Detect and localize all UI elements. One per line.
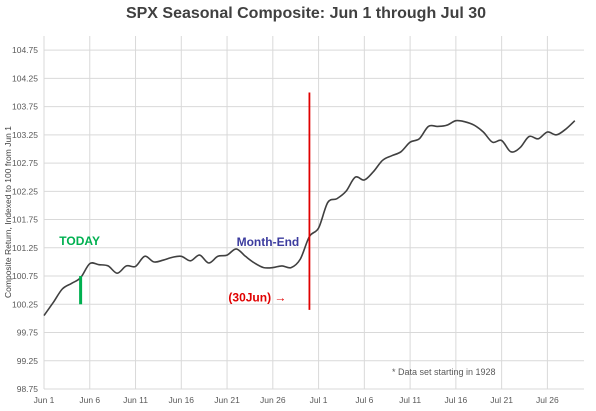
y-tick-label: 98.75 bbox=[17, 384, 39, 394]
y-tick-label: 104.25 bbox=[12, 73, 38, 83]
y-tick-label: 99.75 bbox=[17, 328, 39, 338]
month-end-label: Month-End bbox=[237, 235, 300, 249]
y-tick-label: 100.25 bbox=[12, 299, 38, 309]
x-tick-label: Jul 16 bbox=[445, 395, 468, 405]
footnote: * Data set starting in 1928 bbox=[392, 367, 496, 377]
y-tick-label: 103.25 bbox=[12, 130, 38, 140]
x-tick-label: Jun 1 bbox=[34, 395, 55, 405]
y-tick-labels: 98.75 99.25 99.75 100.25 100.75 101.25 101.75 1… bbox=[12, 45, 38, 394]
y-tick-label: 101.75 bbox=[12, 215, 38, 225]
y-tick-label: 101.25 bbox=[12, 243, 38, 253]
y-tick-label: 103.75 bbox=[12, 102, 38, 112]
y-tick-label: 102.75 bbox=[12, 158, 38, 168]
x-tick-label: Jun 6 bbox=[79, 395, 100, 405]
x-tick-label: Jul 11 bbox=[399, 395, 421, 405]
chart-title: SPX Seasonal Composite: Jun 1 through Ju… bbox=[126, 5, 486, 22]
x-tick-label: Jul 1 bbox=[310, 395, 328, 405]
x-tick-label: Jun 26 bbox=[260, 395, 286, 405]
x-tick-label: Jun 11 bbox=[123, 395, 148, 405]
y-tick-label: 104.75 bbox=[12, 45, 38, 55]
y-tick-label: 99.25 bbox=[17, 356, 39, 366]
y-axis-label: Composite Return, Indexed to 100 from Ju… bbox=[3, 126, 13, 298]
x-tick-labels: Jun 1 Jun 6 Jun 11 Jun 16 Jun 21 Jun 26 Jul 1 J… bbox=[34, 395, 559, 405]
y-tick-label: 102.25 bbox=[12, 186, 38, 196]
y-tick-label: 100.75 bbox=[12, 271, 38, 281]
x-tick-label: Jul 6 bbox=[355, 395, 373, 405]
x-tick-label: Jul 26 bbox=[536, 395, 559, 405]
gridlines bbox=[43, 36, 584, 390]
x-tick-label: Jun 21 bbox=[214, 395, 240, 405]
x-tick-label: Jun 16 bbox=[169, 395, 195, 405]
today-label: TODAY bbox=[59, 234, 100, 248]
june-30-label: (30Jun) → bbox=[228, 290, 286, 304]
x-tick-label: Jul 21 bbox=[490, 395, 513, 405]
